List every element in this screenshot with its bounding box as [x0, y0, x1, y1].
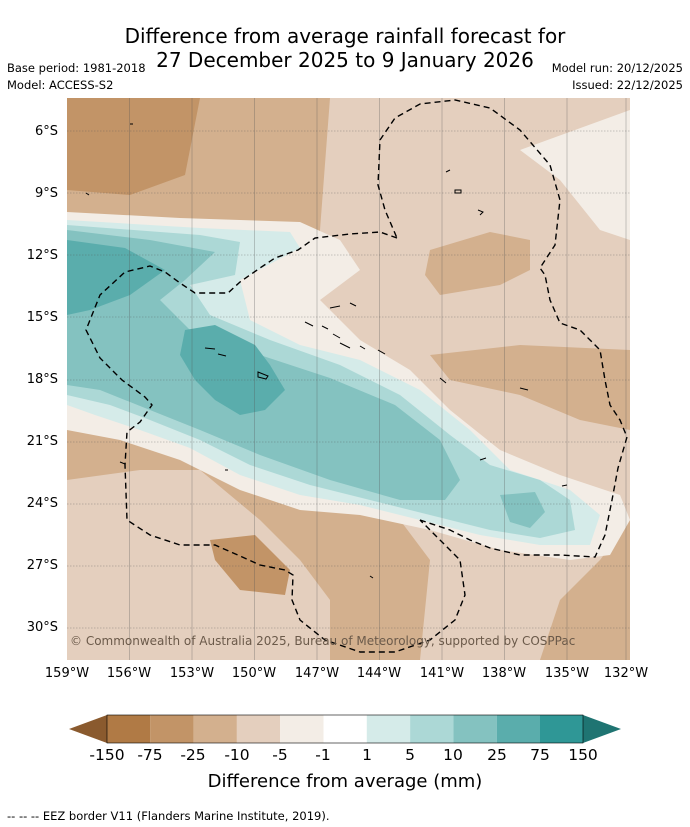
lon-label-135w: 135°W: [544, 666, 590, 681]
colorbar-tick-label: 5: [405, 746, 415, 764]
lat-label-12s: 12°S: [26, 248, 58, 263]
model-text: Model: ACCESS-S2: [7, 78, 114, 92]
title-line-2: 27 December 2025 to 9 January 2026: [156, 48, 534, 72]
colorbar-tick-label: -25: [180, 746, 206, 764]
lon-label-156w: 156°W: [106, 666, 152, 681]
lat-label-21s: 21°S: [26, 434, 58, 449]
lon-label-141w: 141°W: [419, 666, 465, 681]
dry-area-nw: [67, 98, 200, 195]
colorbar-tick-label: -10: [224, 746, 250, 764]
lat-label-27s: 27°S: [26, 558, 58, 573]
colorbar-title: Difference from average (mm): [207, 771, 483, 792]
lat-label-6s: 6°S: [34, 124, 58, 139]
eez-border: [85, 99, 628, 653]
colorbar-swatch: [496, 715, 540, 743]
wet-area-very-strong-west: [67, 240, 165, 315]
colorbar-tick-label: 10: [443, 746, 463, 764]
colorbar-swatch: [366, 715, 411, 743]
colorbar-tick-label: 75: [530, 746, 550, 764]
lat-label-15s: 15°S: [26, 310, 58, 325]
colorbar-swatch: [150, 715, 194, 743]
copyright-text: © Commonwealth of Australia 2025, Bureau…: [70, 634, 576, 648]
colorbar-outline: [106, 714, 584, 744]
colorbar-swatch: [453, 715, 497, 743]
title-line-1: Difference from average rainfall forecas…: [124, 24, 566, 48]
lon-label-147w: 147°W: [294, 666, 340, 681]
near-average-area-ne: [520, 110, 630, 240]
eez-legend-note: -- -- -- EEZ border V11 (Flanders Marine…: [7, 809, 330, 823]
dry-area-east: [430, 345, 630, 430]
lon-label-144w: 144°W: [356, 666, 402, 681]
lat-label-18s: 18°S: [26, 372, 58, 387]
colorbar-swatch: [323, 715, 367, 743]
colorbar-swatch: [193, 715, 237, 743]
colorbar-swatch: [107, 715, 151, 743]
colorbar-swatch: [236, 715, 281, 743]
colorbar-swatch: [410, 715, 454, 743]
dry-area-south: [210, 535, 290, 595]
lat-label-9s: 9°S: [34, 186, 58, 201]
lon-label-138w: 138°W: [481, 666, 527, 681]
colorbar-tick-label: 25: [487, 746, 507, 764]
colorbar-high-arrow: [583, 715, 621, 743]
colorbar-low-arrow: [69, 715, 107, 743]
colorbar-tick-label: 1: [362, 746, 372, 764]
wet-area-strong-east: [500, 492, 545, 528]
colorbar-tick-label: -1: [315, 746, 331, 764]
mild-dry-area-sw: [67, 470, 330, 660]
islands: [85, 123, 568, 579]
wet-area-very-strong-central: [180, 325, 285, 415]
lon-label-153w: 153°W: [169, 666, 215, 681]
colorbar-tick-label: 150: [568, 746, 598, 764]
meta-right: Model run: 20/12/2025 Issued: 22/12/2025: [552, 60, 683, 94]
map-gridlines: [67, 98, 630, 660]
colorbar-swatch: [280, 715, 324, 743]
lon-label-150w: 150°W: [231, 666, 277, 681]
meta-left: Base period: 1981-2018 Model: ACCESS-S2: [7, 60, 146, 94]
dry-area-central-east: [425, 232, 530, 295]
base-period-text: Base period: 1981-2018: [7, 61, 146, 75]
colorbar-swatch: [540, 715, 583, 743]
lat-label-24s: 24°S: [26, 496, 58, 511]
colorbar-tick-label: -150: [89, 746, 125, 764]
colorbar-tick-label: -75: [137, 746, 163, 764]
colorbar-tick-label: -5: [272, 746, 288, 764]
map-title: Difference from average rainfall forecas…: [0, 24, 690, 72]
lon-label-159w: 159°W: [44, 666, 90, 681]
model-run-text: Model run: 20/12/2025: [551, 61, 683, 75]
map-fill-layers: [67, 98, 630, 660]
issued-text: Issued: 22/12/2025: [572, 78, 683, 92]
rainfall-map: [67, 98, 630, 660]
lon-label-132w: 132°W: [603, 666, 649, 681]
lat-label-30s: 30°S: [26, 620, 58, 635]
